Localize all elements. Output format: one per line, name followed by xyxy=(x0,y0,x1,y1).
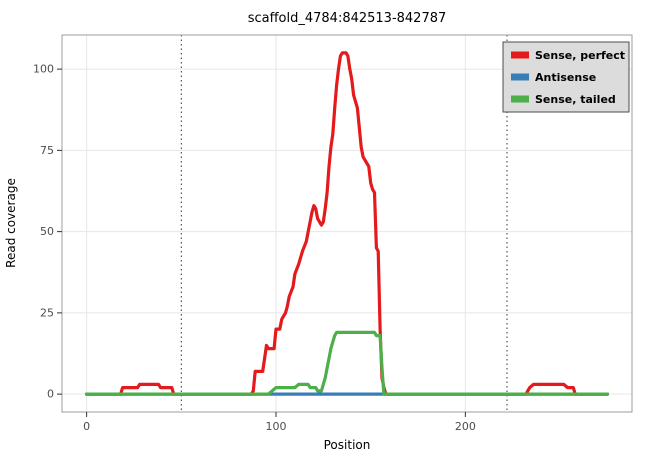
y-axis-label: Read coverage xyxy=(4,178,18,268)
y-tick-label: 75 xyxy=(40,144,54,157)
y-tick-label: 25 xyxy=(40,306,54,319)
legend-label: Sense, tailed xyxy=(535,93,616,106)
y-tick-label: 50 xyxy=(40,225,54,238)
y-tick-label: 0 xyxy=(47,388,54,401)
axis-layer: 0 25 50 75 100 0 100 200 xyxy=(33,63,476,433)
series-line-sense-tailed xyxy=(84,330,610,396)
legend: Sense, perfect Antisense Sense, tailed xyxy=(502,41,630,113)
panel-border xyxy=(61,34,633,413)
x-tick-label: 100 xyxy=(265,420,286,433)
chart-title: scaffold_4784:842513-842787 xyxy=(248,11,447,26)
series-line-sense-perfect xyxy=(84,51,610,396)
series-layer xyxy=(84,51,610,396)
y-tick-label: 100 xyxy=(33,63,54,76)
legend-label: Sense, perfect xyxy=(535,49,625,62)
x-tick-label: 200 xyxy=(455,420,476,433)
legend-swatch-sense-tailed xyxy=(511,95,529,103)
x-tick-label: 0 xyxy=(83,420,90,433)
legend-swatch-sense-perfect xyxy=(511,51,529,59)
x-axis-label: Position xyxy=(324,438,371,452)
legend-label: Antisense xyxy=(535,71,596,84)
legend-swatch-antisense xyxy=(511,73,529,81)
